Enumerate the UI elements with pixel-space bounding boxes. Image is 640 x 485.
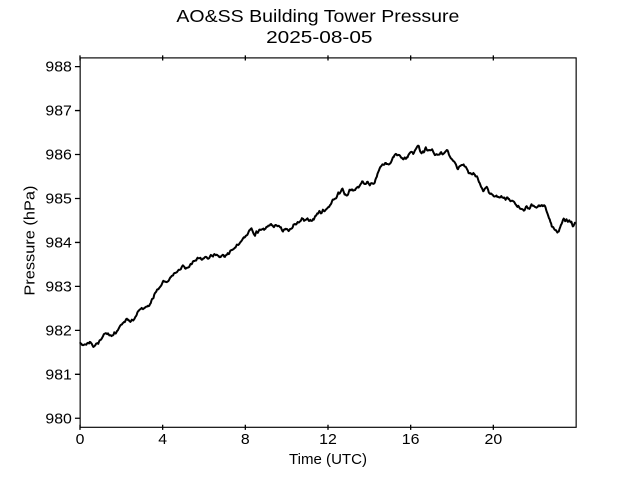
svg-text:8: 8 xyxy=(241,432,250,448)
svg-text:982: 982 xyxy=(45,323,72,339)
svg-text:12: 12 xyxy=(319,432,337,448)
svg-text:985: 985 xyxy=(45,191,72,207)
svg-text:983: 983 xyxy=(45,279,72,295)
svg-text:4: 4 xyxy=(158,432,167,448)
svg-text:987: 987 xyxy=(45,104,72,120)
svg-text:986: 986 xyxy=(45,148,72,164)
svg-text:981: 981 xyxy=(45,367,72,383)
svg-text:984: 984 xyxy=(45,235,72,251)
svg-text:16: 16 xyxy=(402,432,420,448)
svg-text:980: 980 xyxy=(45,411,72,427)
svg-text:20: 20 xyxy=(484,432,502,448)
svg-text:0: 0 xyxy=(76,432,85,448)
svg-text:988: 988 xyxy=(45,60,72,76)
svg-text:Pressure (hPa): Pressure (hPa) xyxy=(23,186,39,296)
svg-text:AO&SS Building Tower Pressure: AO&SS Building Tower Pressure xyxy=(176,6,459,26)
svg-text:Time (UTC): Time (UTC) xyxy=(289,452,367,468)
svg-text:2025-08-05: 2025-08-05 xyxy=(266,27,373,47)
